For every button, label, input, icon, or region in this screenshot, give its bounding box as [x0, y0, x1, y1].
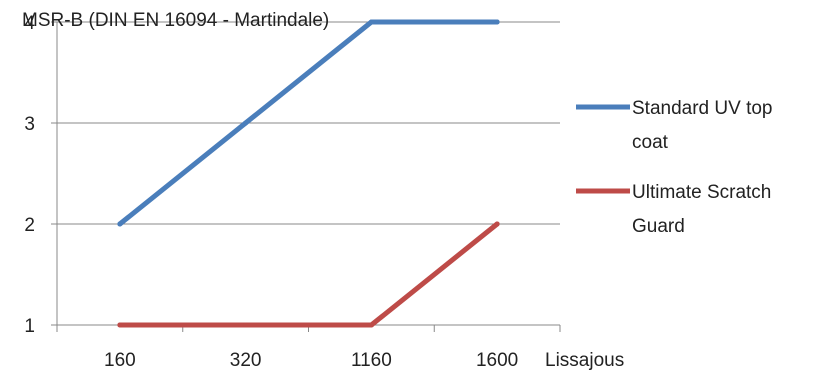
x-tick-label: 160 — [104, 350, 136, 371]
legend-label-2: Ultimate Scratch — [632, 182, 771, 203]
gridlines — [57, 21, 560, 225]
x-axis-ticks: 160 320 1160 1600 — [56, 325, 561, 371]
x-tick-label: 320 — [230, 350, 262, 371]
y-tick-label: 2 — [24, 215, 35, 236]
data-point — [117, 322, 123, 328]
y-axis-ticks: 1 2 3 4 — [24, 13, 57, 337]
data-point — [368, 19, 374, 25]
axes — [56, 22, 560, 326]
legend: Standard UV top coat Ultimate Scratch Guard — [576, 98, 772, 237]
data-point — [243, 322, 249, 328]
data-point — [117, 221, 123, 227]
series-lines — [117, 19, 500, 328]
data-point — [494, 221, 500, 227]
x-axis-label: Lissajous — [545, 350, 624, 371]
x-tick-label: 1600 — [476, 350, 518, 371]
y-tick-label: 4 — [24, 13, 35, 34]
data-point — [494, 19, 500, 25]
legend-label-1: coat — [632, 132, 669, 153]
y-tick-label: 3 — [24, 114, 35, 135]
data-point — [368, 322, 374, 328]
chart-title: MSR-B (DIN EN 16094 - Martindale) — [22, 10, 329, 31]
y-tick-label: 1 — [24, 316, 35, 337]
data-point — [243, 120, 249, 126]
series-line-2 — [117, 221, 500, 328]
series-line-1 — [117, 19, 500, 227]
legend-label-2: Guard — [632, 216, 685, 237]
x-tick-label: 1160 — [351, 350, 392, 371]
legend-label-1: Standard UV top — [632, 98, 772, 119]
